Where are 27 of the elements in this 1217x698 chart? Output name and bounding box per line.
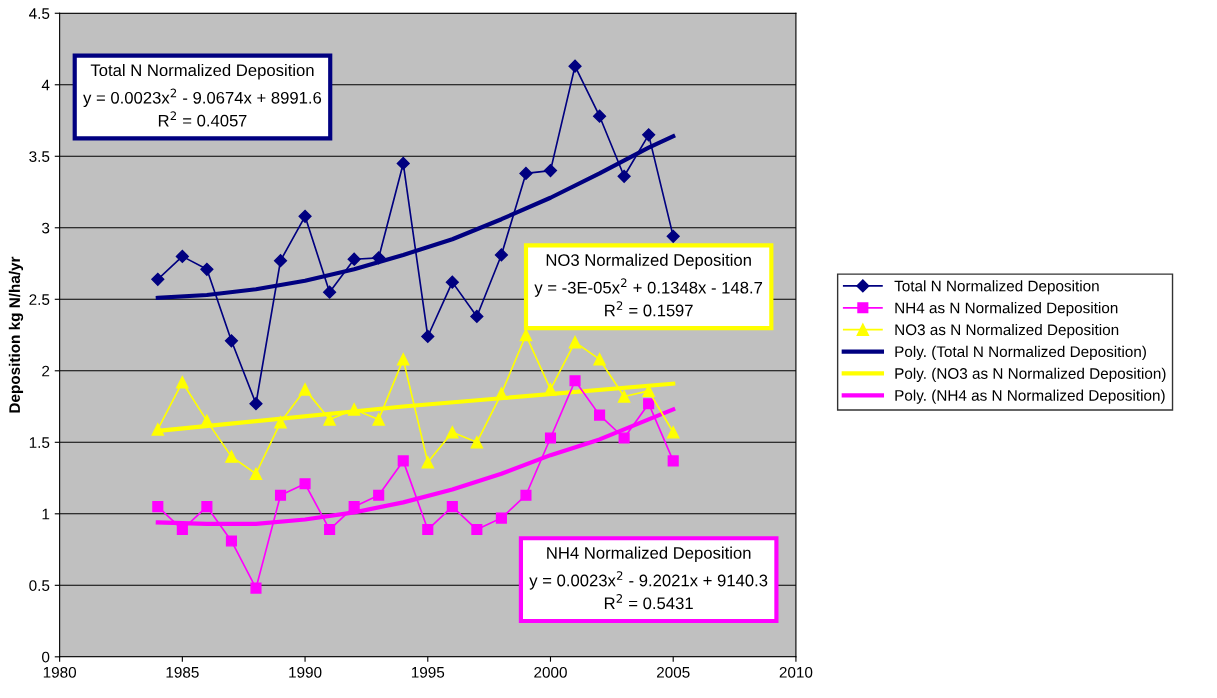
y-tick-label: 4.5 [29,8,50,19]
legend-label: Poly. (NH4 as N Normalized Deposition) [895,389,1165,404]
x-tick-label: 1990 [289,666,322,678]
y-tick-label: 1 [42,508,50,520]
annotation: Total N Normalized Deposition y = 0.0023x$^{2}$ - 9.0674x + 8991.6 R$^{2}$ = 0.4057 [83,63,322,127]
legend-label: Poly. (Total N Normalized Deposition) [895,345,1146,361]
y-tick-label: 4 [41,79,50,91]
text: NO3 Normalized Deposition y = -3E-05x$^{2}$ + 0.1348x - 148.7 R$^{2}$ = 0.1597 [534,253,763,317]
y-tick-label: 2.5 [29,294,50,305]
x-tick-label: 1980 [43,666,77,678]
y-tick-label: 3.5 [29,151,50,162]
legend-label: NO3 as N Normalized Deposition [895,323,1119,339]
y-tick-label: 2 [42,365,50,377]
y-tick-label: 1.5 [29,437,50,448]
y-axis-title: Deposition kg N/ha/yr [8,256,24,413]
x-tick-label: 2000 [534,666,567,678]
x-tick-label: 2005 [656,666,690,678]
y-tick-label: 0.5 [29,580,50,591]
legend-label: Poly. (NO3 as N Normalized Deposition) [895,367,1166,382]
y-tick-label: 3 [42,222,50,234]
annotation: NH4 Normalized Deposition y = 0.0023x$^{2}$ - 9.2021x + 9140.3 R$^{2}$ = 0.5431 [529,546,768,610]
x-tick-label: 1995 [411,666,445,678]
x-tick-label: 1985 [166,666,199,678]
legend-label: Total N Normalized Deposition [894,280,1099,295]
x-tick-label: 2010 [779,666,813,678]
y-tick-label: 0 [42,651,50,663]
legend-label: NH4 as N Normalized Deposition [895,302,1118,317]
